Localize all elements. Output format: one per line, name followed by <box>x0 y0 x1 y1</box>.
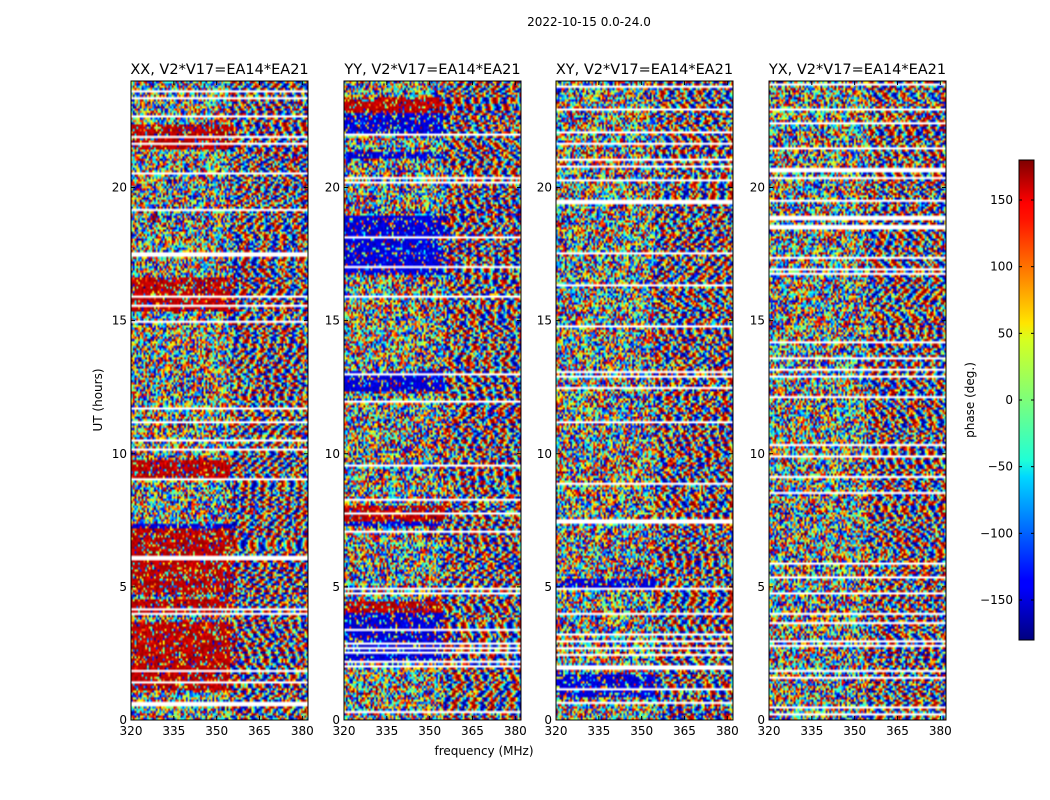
y-tick-label: 15 <box>537 314 552 328</box>
panel-title: YY, V2*V17=EA14*EA21 <box>343 62 520 78</box>
x-tick-label: 380 <box>716 724 739 738</box>
y-tick-label: 10 <box>112 447 127 461</box>
panel-frame <box>555 80 734 721</box>
panel-frame <box>343 80 522 721</box>
x-tick-label: 320 <box>545 724 568 738</box>
panel-1: XX, V2*V17=EA14*EA21 320 335 350 365 380 0 5 10 1… <box>112 62 314 738</box>
colorbar: −150 −100 −50 0 50 100 150 phase (deg.) <box>963 159 1035 641</box>
colorbar-label: phase (deg.) <box>963 362 977 438</box>
x-tick-label: 335 <box>800 724 823 738</box>
x-tick-label: 335 <box>587 724 610 738</box>
colorbar-tick-label: 100 <box>990 260 1013 274</box>
panels: XX, V2*V17=EA14*EA21 320 335 350 365 380 0 5 10 1… <box>112 62 952 738</box>
y-tick-label: 0 <box>757 713 765 727</box>
y-axis-label: UT (hours) <box>91 368 105 431</box>
y-tick-label: 10 <box>750 447 765 461</box>
colorbar-ticks: −150 −100 −50 0 50 100 150 <box>980 193 1034 607</box>
figure-suptitle: 2022-10-15 0.0-24.0 <box>527 15 651 29</box>
panel-frame <box>768 80 947 721</box>
panel-heatmap <box>556 81 733 720</box>
colorbar-tick-label: −100 <box>980 526 1013 540</box>
colorbar-tick-label: −50 <box>988 460 1013 474</box>
y-tick-label: 20 <box>325 181 340 195</box>
x-tick-label: 365 <box>248 724 271 738</box>
panel-4: YX, V2*V17=EA14*EA21 320 335 350 365 380 0 5 10 1… <box>750 62 952 738</box>
y-tick-label: 10 <box>325 447 340 461</box>
x-tick-label: 365 <box>673 724 696 738</box>
x-tick-label: 380 <box>929 724 952 738</box>
panel-3: XY, V2*V17=EA14*EA21 320 335 350 365 380 0 5 10 1… <box>537 62 739 738</box>
y-tick-label: 5 <box>119 580 127 594</box>
y-tick-label: 15 <box>750 314 765 328</box>
y-tick-label: 10 <box>537 447 552 461</box>
panel-title: XX, V2*V17=EA14*EA21 <box>130 62 308 78</box>
y-tick-label: 20 <box>750 181 765 195</box>
y-tick-label: 15 <box>325 314 340 328</box>
panel-frame <box>130 80 309 721</box>
y-tick-label: 5 <box>757 580 765 594</box>
colorbar-tick-label: 150 <box>990 193 1013 207</box>
colorbar-tick-label: 0 <box>1005 393 1013 407</box>
panel-heatmap <box>131 81 308 720</box>
x-tick-label: 320 <box>120 724 143 738</box>
x-tick-label: 350 <box>418 724 441 738</box>
x-tick-label: 380 <box>291 724 314 738</box>
x-tick-label: 335 <box>162 724 185 738</box>
panel-heatmap <box>769 81 946 720</box>
y-tick-label: 15 <box>112 314 127 328</box>
panel-title: YX, V2*V17=EA14*EA21 <box>768 62 946 78</box>
x-tick-label: 320 <box>333 724 356 738</box>
y-tick-label: 5 <box>544 580 552 594</box>
x-tick-label: 365 <box>461 724 484 738</box>
x-tick-label: 320 <box>758 724 781 738</box>
x-tick-label: 380 <box>504 724 527 738</box>
x-tick-label: 335 <box>375 724 398 738</box>
x-tick-label: 350 <box>630 724 653 738</box>
colorbar-tick-label: 50 <box>998 326 1013 340</box>
y-tick-label: 0 <box>332 713 340 727</box>
x-tick-label: 350 <box>843 724 866 738</box>
panel-heatmap <box>344 81 521 720</box>
x-tick-label: 365 <box>886 724 909 738</box>
y-tick-label: 5 <box>332 580 340 594</box>
y-tick-label: 0 <box>544 713 552 727</box>
panel-2: YY, V2*V17=EA14*EA21 320 335 350 365 380 0 5 10 1… <box>325 62 527 738</box>
panel-title: XY, V2*V17=EA14*EA21 <box>556 62 733 78</box>
x-tick-label: 350 <box>205 724 228 738</box>
x-axis-label: frequency (MHz) <box>434 744 533 758</box>
colorbar-tick-label: −150 <box>980 593 1013 607</box>
y-tick-label: 0 <box>119 713 127 727</box>
y-tick-label: 20 <box>537 181 552 195</box>
y-tick-label: 20 <box>112 181 127 195</box>
